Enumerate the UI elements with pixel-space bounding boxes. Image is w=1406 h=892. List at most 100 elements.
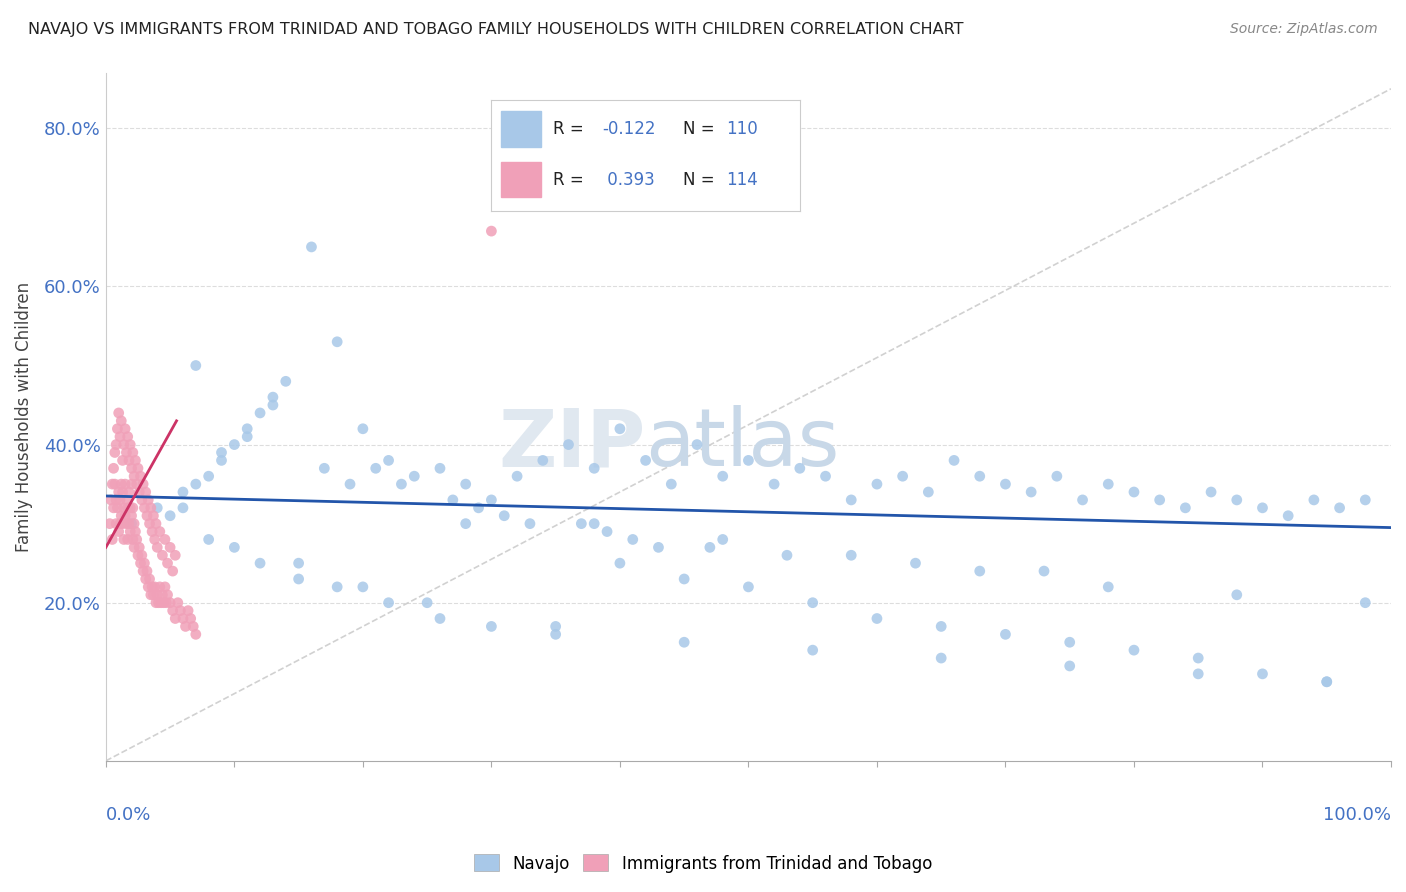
Point: [166, 596, 188, 610]
Point: [866, 611, 889, 625]
Point: [391, 477, 413, 491]
Point: [686, 437, 709, 451]
Point: [177, 604, 200, 618]
Point: [104, 445, 127, 459]
Point: [249, 556, 271, 570]
Point: [122, 516, 145, 531]
Point: [184, 359, 207, 373]
Point: [122, 469, 145, 483]
Point: [673, 572, 696, 586]
Point: [121, 533, 143, 547]
Point: [169, 604, 191, 618]
Point: [1059, 659, 1081, 673]
Point: [583, 516, 606, 531]
Point: [711, 469, 734, 483]
Point: [776, 548, 799, 562]
Point: [172, 485, 194, 500]
Point: [326, 334, 349, 349]
Point: [100, 492, 122, 507]
Point: [117, 500, 139, 515]
Point: [801, 643, 824, 657]
Point: [107, 500, 129, 515]
Legend: Navajo, Immigrants from Trinidad and Tobago: Navajo, Immigrants from Trinidad and Tob…: [467, 847, 939, 880]
Point: [454, 477, 477, 491]
Point: [224, 437, 246, 451]
Point: [143, 533, 166, 547]
Point: [339, 477, 361, 491]
Point: [763, 477, 786, 491]
Point: [122, 541, 145, 555]
Point: [118, 453, 141, 467]
Point: [135, 572, 157, 586]
Point: [105, 516, 128, 531]
Point: [139, 500, 162, 515]
Point: [1316, 674, 1339, 689]
Point: [121, 508, 143, 523]
Point: [156, 556, 179, 570]
Point: [479, 492, 502, 507]
Point: [994, 477, 1017, 491]
Point: [583, 461, 606, 475]
Point: [609, 422, 631, 436]
Point: [1199, 485, 1222, 500]
Point: [236, 430, 259, 444]
Point: [494, 508, 516, 523]
Point: [184, 627, 207, 641]
Point: [128, 541, 150, 555]
Point: [134, 500, 156, 515]
Point: [673, 635, 696, 649]
Point: [112, 437, 135, 451]
Point: [544, 619, 567, 633]
Point: [152, 548, 174, 562]
Point: [141, 524, 163, 539]
Point: [108, 492, 131, 507]
Point: [569, 516, 592, 531]
Point: [121, 516, 143, 531]
Point: [162, 564, 184, 578]
Point: [165, 548, 187, 562]
Point: [699, 541, 721, 555]
Point: [115, 445, 138, 459]
Point: [110, 508, 132, 523]
Point: [155, 596, 177, 610]
Point: [377, 596, 399, 610]
Point: [165, 611, 187, 625]
Point: [114, 477, 136, 491]
Point: [211, 453, 233, 467]
Point: [634, 453, 657, 467]
Point: [814, 469, 837, 483]
Point: [789, 461, 811, 475]
Point: [138, 572, 160, 586]
Point: [115, 516, 138, 531]
Point: [1302, 492, 1324, 507]
Point: [121, 445, 143, 459]
Point: [377, 453, 399, 467]
Point: [891, 469, 914, 483]
Point: [112, 500, 135, 515]
Point: [737, 453, 759, 467]
Point: [404, 469, 426, 483]
Point: [159, 596, 181, 610]
Point: [262, 398, 284, 412]
Point: [801, 596, 824, 610]
Point: [1187, 651, 1209, 665]
Point: [138, 516, 160, 531]
Point: [1071, 492, 1094, 507]
Point: [1059, 635, 1081, 649]
Point: [132, 564, 155, 578]
Point: [120, 500, 142, 515]
Point: [125, 533, 148, 547]
Point: [609, 556, 631, 570]
Point: [110, 477, 132, 491]
Point: [139, 588, 162, 602]
Point: [98, 516, 121, 531]
Point: [121, 461, 143, 475]
Point: [969, 469, 991, 483]
Point: [1033, 564, 1056, 578]
Text: Source: ZipAtlas.com: Source: ZipAtlas.com: [1230, 22, 1378, 37]
Point: [115, 492, 138, 507]
Point: [1226, 588, 1249, 602]
Point: [135, 485, 157, 500]
Point: [1251, 666, 1274, 681]
Point: [127, 461, 149, 475]
